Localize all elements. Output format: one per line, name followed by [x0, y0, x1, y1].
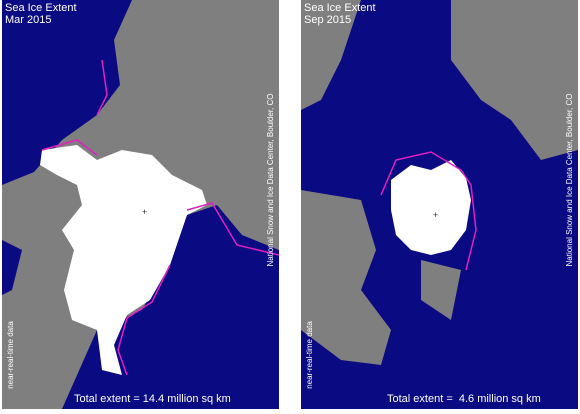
sea-ice	[40, 145, 207, 375]
ocean	[2, 240, 22, 295]
credit: National Snow and Ice Data Center, Bould…	[266, 94, 275, 267]
total-extent: Total extent = 4.6 million sq km	[387, 393, 541, 405]
note: near-real-time data	[6, 321, 15, 389]
pole-marker: +	[433, 210, 438, 220]
credit: National Snow and Ice Data Center, Bould…	[565, 94, 574, 267]
land	[301, 190, 391, 365]
land	[421, 260, 461, 320]
title: Sea Ice Extent	[304, 2, 376, 14]
total-extent: Total extent = 14.4 million sq km	[74, 393, 231, 405]
note: near-real-time data	[305, 321, 314, 389]
land	[301, 0, 361, 110]
median-ice-edge	[380, 151, 477, 271]
map-panel-september: + Sea Ice Extent Sep 2015 National Snow …	[301, 0, 578, 409]
date: Sep 2015	[304, 14, 351, 26]
map-panel-march: + Sea Ice Extent Mar 2015 National Snow …	[2, 0, 280, 409]
title: Sea Ice Extent	[5, 2, 77, 14]
sea-ice	[391, 160, 471, 255]
median-ice-edge	[41, 59, 280, 376]
date: Mar 2015	[5, 14, 51, 26]
land	[451, 0, 578, 160]
pole-marker: +	[142, 207, 147, 217]
ocean	[2, 0, 132, 185]
